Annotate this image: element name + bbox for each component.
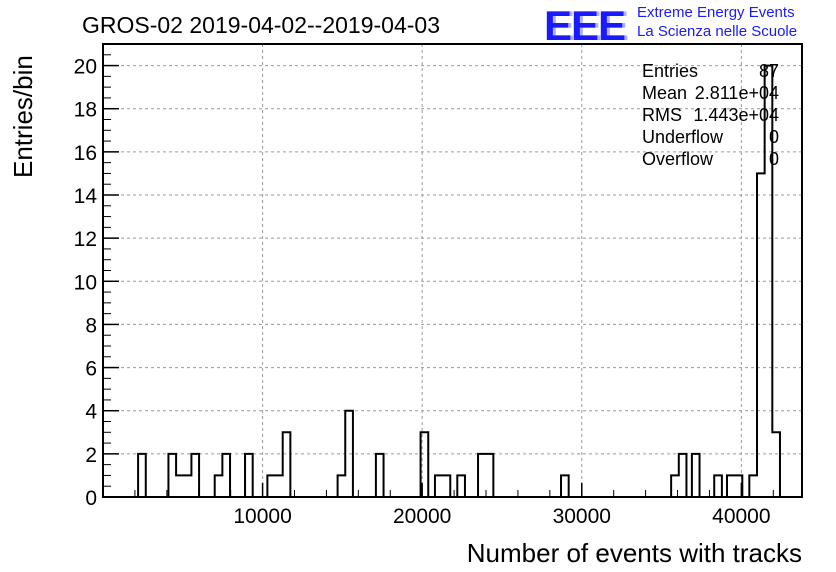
y-tick-label: 2 (85, 444, 97, 467)
stat-label: Entries (642, 61, 699, 81)
y-tick-label: 16 (74, 142, 97, 165)
tick-labels: 10000 20000 30000 40000 0 2 4 6 8 10 12 14 16 18 20 (74, 56, 771, 528)
histogram-line (137, 64, 781, 497)
x-tick-label: 10000 (233, 505, 291, 528)
stat-row: Entries 87 (642, 60, 782, 82)
eee-logo: EEE (544, 2, 626, 49)
stat-label: Overflow (642, 149, 714, 169)
chart-title: GROS-02 2019-04-02--2019-04-03 (82, 12, 440, 38)
logo-caption: Extreme Energy Events La Scienza nelle S… (637, 3, 797, 41)
stat-value: 1.443e+04 (693, 105, 779, 125)
stat-row: Mean 2.811e+04 (642, 82, 782, 104)
x-tick-label: 40000 (712, 505, 770, 528)
stat-row: RMS 1.443e+04 (642, 104, 782, 126)
y-tick-label: 20 (74, 56, 97, 79)
logo-caption-line1: Extreme Energy Events (637, 4, 795, 21)
y-tick-label: 12 (74, 228, 97, 251)
stat-row: Underflow 0 (642, 126, 782, 148)
x-tick-label: 20000 (393, 505, 451, 528)
y-tick-label: 10 (74, 271, 97, 294)
stats-box: Entries 87 Mean 2.811e+04 RMS 1.443e+04 Underf… (642, 60, 782, 170)
y-axis-label: Entries/bin (8, 55, 38, 178)
plot-frame (102, 43, 803, 498)
y-tick-label: 14 (74, 185, 98, 208)
stat-label: Underflow (642, 127, 724, 147)
stat-label: RMS (642, 105, 682, 125)
y-tick-label: 4 (85, 401, 97, 424)
stat-value: 0 (768, 127, 779, 147)
logo-caption-line2: La Scienza nelle Scuole (637, 23, 798, 40)
stat-value: 0 (768, 149, 779, 169)
y-tick-label: 0 (85, 487, 97, 510)
y-tick-label: 6 (85, 358, 97, 381)
y-tick-label: 18 (74, 99, 97, 122)
x-tick-label: 30000 (553, 505, 611, 528)
stat-label: Mean (642, 83, 688, 103)
stat-value: 2.811e+04 (694, 83, 779, 103)
stat-row: Overflow 0 (642, 148, 782, 170)
x-axis-label: Number of events with tracks (467, 538, 802, 568)
stat-value: 87 (758, 61, 779, 81)
y-tick-label: 8 (85, 314, 97, 337)
